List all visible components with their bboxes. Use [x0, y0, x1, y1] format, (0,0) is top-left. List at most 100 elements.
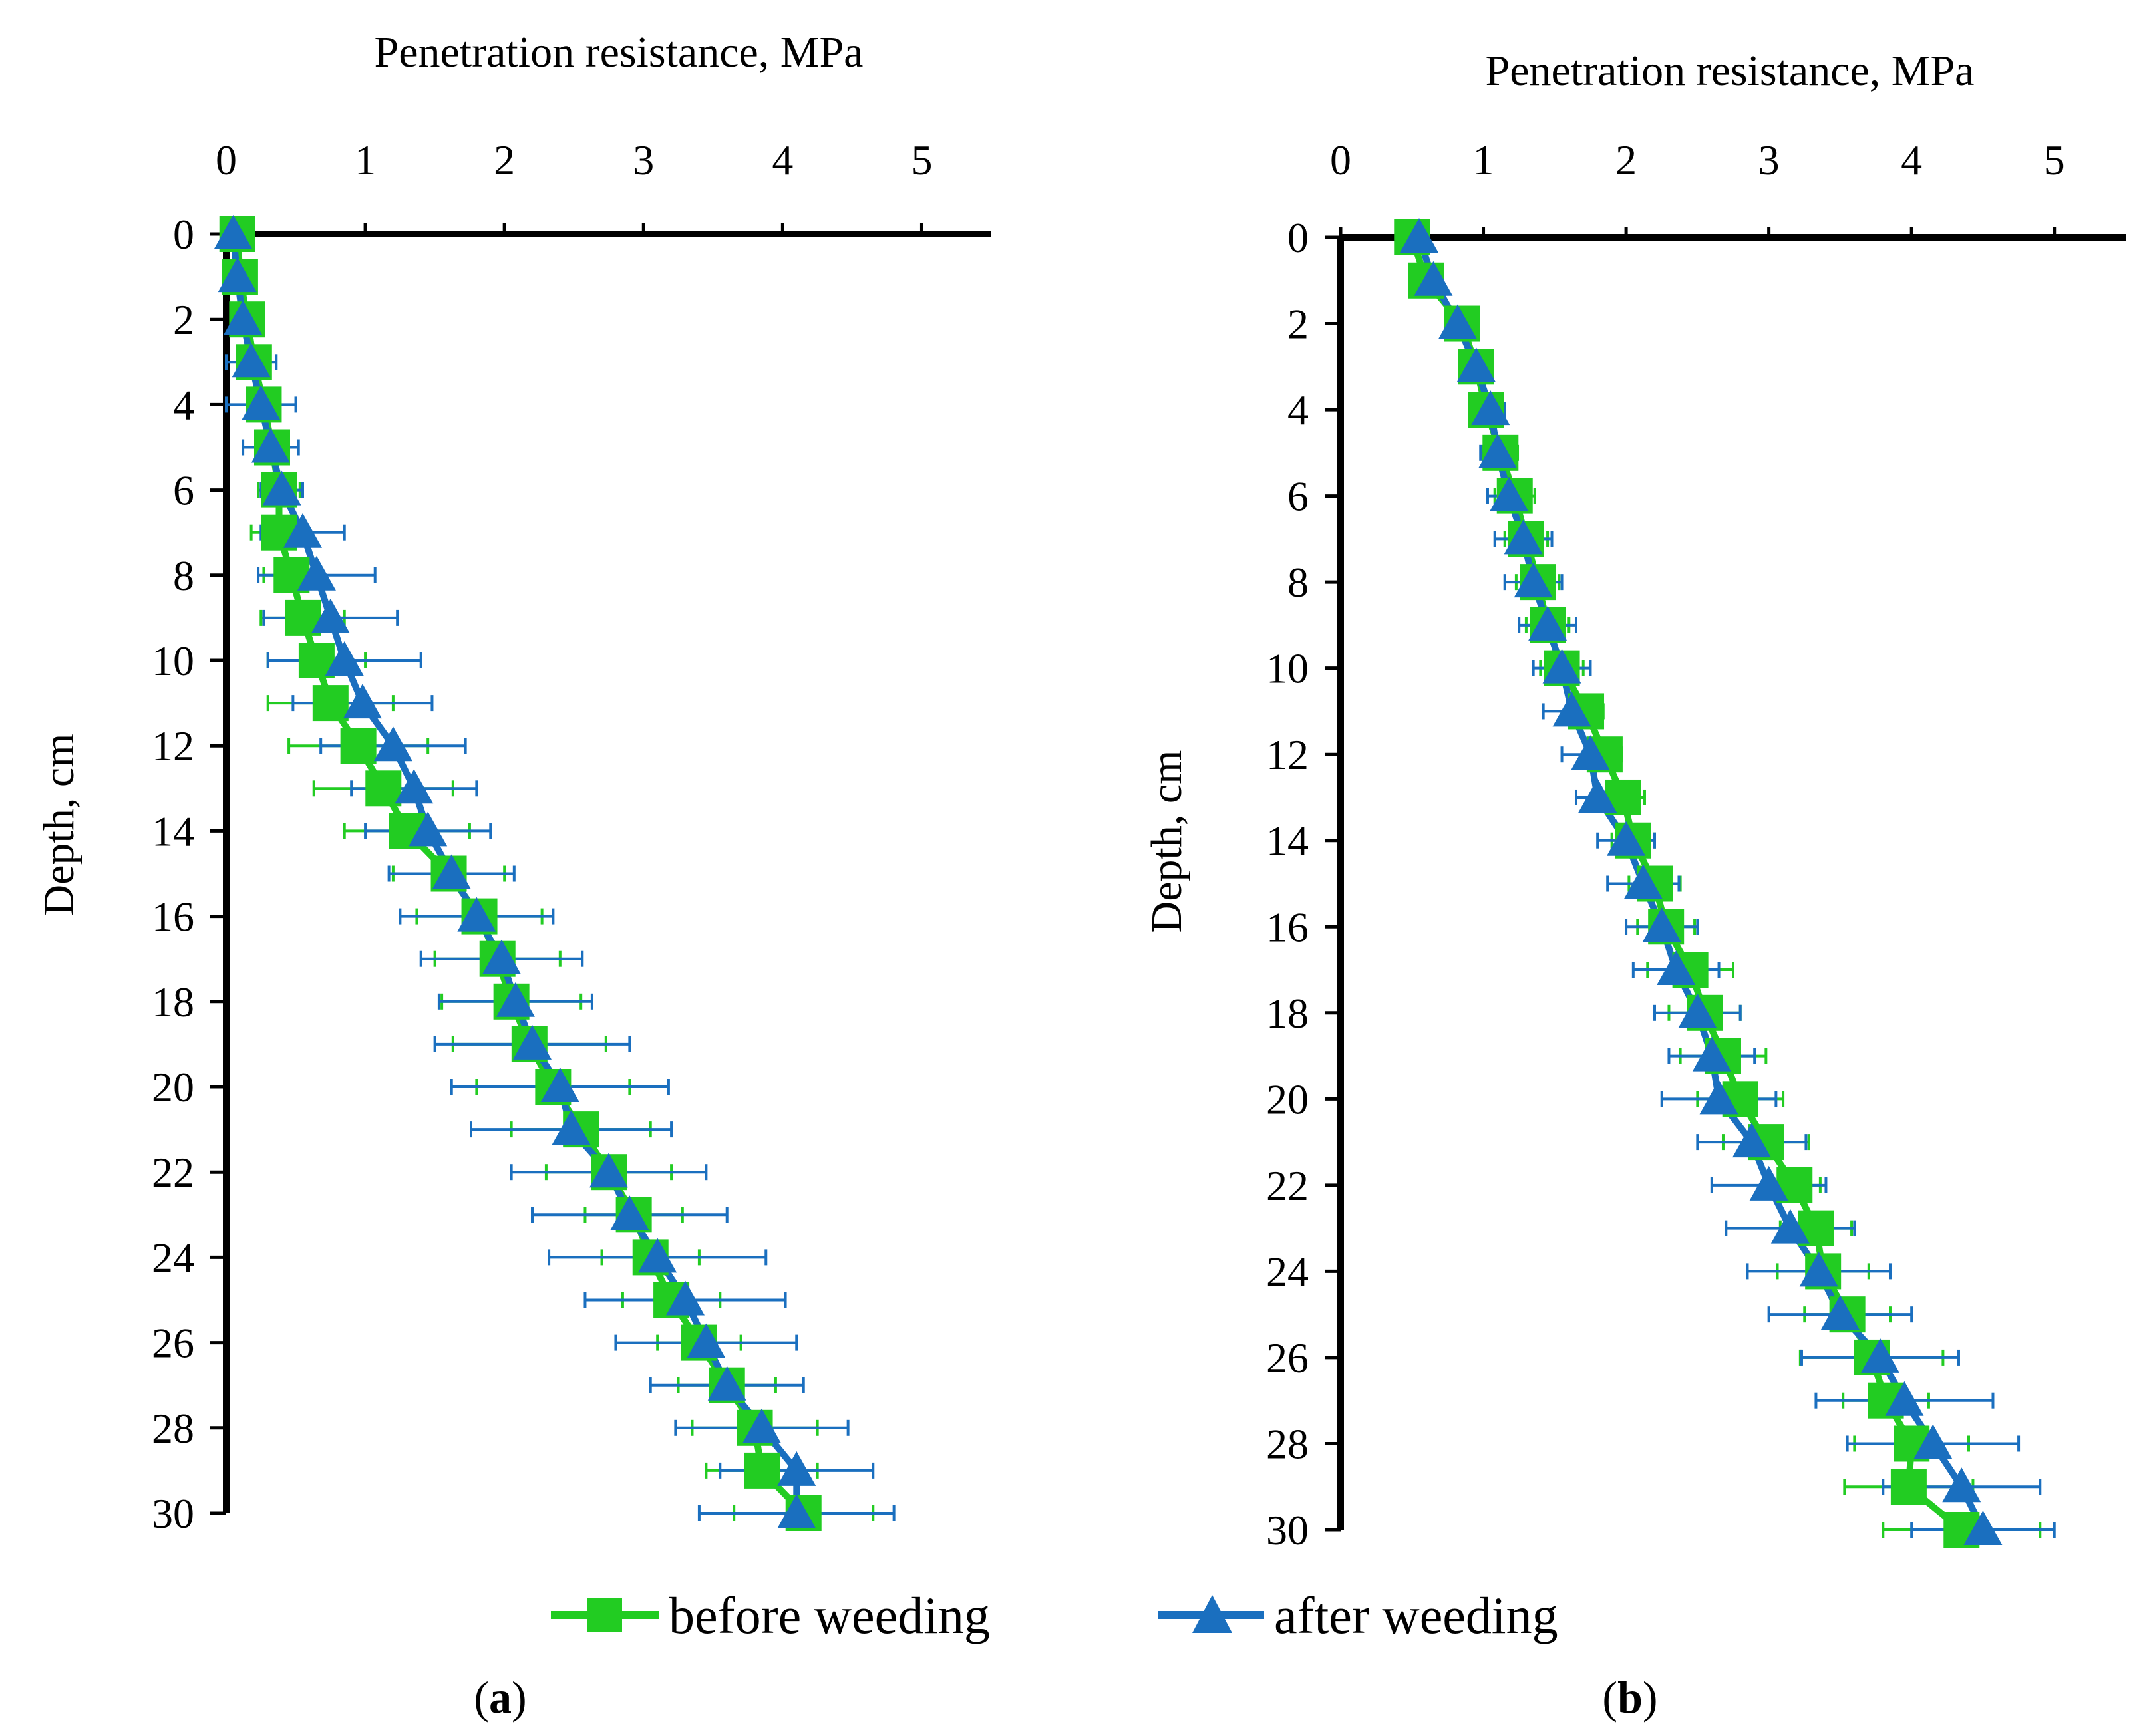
data-point-after — [457, 897, 496, 932]
y-tick-label: 30 — [152, 1490, 194, 1537]
data-point-after — [1942, 1467, 1981, 1503]
x-tick-label: 2 — [494, 136, 515, 184]
y-tick-label: 22 — [1266, 1162, 1309, 1209]
data-point-after — [1607, 821, 1646, 856]
y-tick-label: 12 — [1266, 731, 1309, 778]
y-tick-label: 16 — [152, 893, 194, 940]
data-point-after — [687, 1323, 726, 1358]
legend: before weeding after weeding — [551, 1586, 1558, 1644]
data-point-after — [262, 470, 301, 506]
series-line-after — [1416, 236, 1986, 1532]
data-point-after — [1438, 304, 1477, 339]
y-tick-label: 0 — [173, 211, 194, 258]
data-point-after — [373, 726, 412, 762]
x-tick-label: 2 — [1615, 136, 1637, 184]
series-line-before — [234, 233, 806, 1516]
data-point-after — [707, 1366, 746, 1401]
data-point-after — [1749, 1165, 1788, 1201]
y-tick-label: 4 — [1287, 386, 1309, 434]
y-tick-label: 28 — [152, 1405, 194, 1452]
data-point-after — [1678, 993, 1717, 1028]
data-point-after — [513, 1024, 552, 1060]
data-point-after — [1478, 433, 1517, 468]
y-tick-label: 14 — [152, 807, 194, 855]
data-point-after — [1542, 649, 1581, 684]
y-tick-label: 26 — [152, 1320, 194, 1367]
x-tick-label: 1 — [355, 136, 376, 184]
data-point-before — [365, 770, 402, 807]
x-tick-label: 0 — [216, 136, 237, 184]
y-tick-label: 10 — [152, 637, 194, 684]
data-point-after — [666, 1280, 705, 1316]
data-point-after — [1699, 1080, 1738, 1115]
x-tick-label: 5 — [911, 136, 932, 184]
y-tick-label: 24 — [152, 1234, 194, 1281]
data-point-after — [496, 982, 535, 1017]
data-point-after — [1963, 1511, 2003, 1545]
data-point-after — [742, 1408, 781, 1443]
data-point-after — [311, 598, 350, 633]
legend-square-marker — [587, 1598, 622, 1632]
data-point-after — [224, 300, 263, 335]
data-point-after — [432, 854, 471, 889]
data-point-after — [1490, 476, 1529, 511]
y-tick-label: 10 — [1266, 645, 1309, 692]
y-tick-label: 8 — [1287, 559, 1309, 606]
y-tick-label: 0 — [1287, 214, 1309, 261]
data-point-after — [552, 1110, 591, 1145]
data-point-after — [777, 1494, 816, 1528]
data-point-after — [540, 1068, 579, 1102]
data-point-after — [1860, 1338, 1899, 1373]
data-point-after — [777, 1451, 816, 1486]
y-tick-label: 30 — [1266, 1507, 1309, 1554]
data-point-after — [409, 811, 448, 847]
y-tick-label: 22 — [152, 1149, 194, 1196]
y-tick-label: 6 — [173, 467, 194, 514]
data-point-after — [283, 513, 322, 548]
data-point-after — [232, 343, 271, 378]
legend-label-before: before weeding — [669, 1586, 990, 1644]
data-point-after — [1400, 218, 1438, 253]
data-point-after — [589, 1153, 628, 1188]
legend-item-after: after weeding — [1158, 1586, 1558, 1644]
data-point-after — [1514, 563, 1553, 598]
data-point-after — [1657, 950, 1696, 986]
data-point-after — [218, 257, 257, 293]
y-tick-label: 2 — [1287, 301, 1309, 348]
data-point-before — [340, 728, 377, 764]
y-axis-label: Depth, cm — [1142, 750, 1191, 933]
legend-label-after: after weeding — [1274, 1586, 1558, 1644]
data-point-after — [214, 215, 253, 249]
data-point-after — [1692, 1036, 1731, 1072]
data-point-after — [482, 939, 521, 974]
data-point-after — [1732, 1123, 1771, 1158]
data-point-after — [297, 555, 336, 591]
data-point-after — [1623, 864, 1663, 899]
legend-item-before: before weeding — [551, 1586, 990, 1644]
data-point-after — [1820, 1295, 1860, 1330]
x-tick-label: 1 — [1473, 136, 1494, 184]
y-tick-label: 18 — [1266, 990, 1309, 1037]
data-point-before — [1890, 1469, 1927, 1505]
legend-triangle-marker — [1192, 1595, 1232, 1633]
data-point-after — [325, 641, 364, 676]
data-point-after — [1642, 907, 1681, 942]
y-tick-label: 14 — [1266, 817, 1309, 865]
data-point-before — [744, 1452, 780, 1489]
data-point-after — [1913, 1424, 1953, 1459]
x-tick-label: 3 — [633, 136, 654, 184]
y-tick-label: 12 — [152, 722, 194, 770]
x-tick-label: 4 — [1901, 136, 1922, 184]
panel-caption: (a) — [474, 1672, 526, 1723]
data-point-after — [610, 1195, 649, 1230]
data-point-after — [1770, 1209, 1810, 1244]
y-tick-label: 20 — [152, 1064, 194, 1111]
y-tick-label: 16 — [1266, 903, 1309, 950]
data-point-after — [1471, 390, 1510, 426]
data-point-after — [1571, 735, 1610, 770]
data-point-after — [395, 769, 434, 804]
y-tick-label: 20 — [1266, 1076, 1309, 1123]
data-point-after — [1885, 1381, 1924, 1416]
data-point-after — [251, 428, 290, 463]
